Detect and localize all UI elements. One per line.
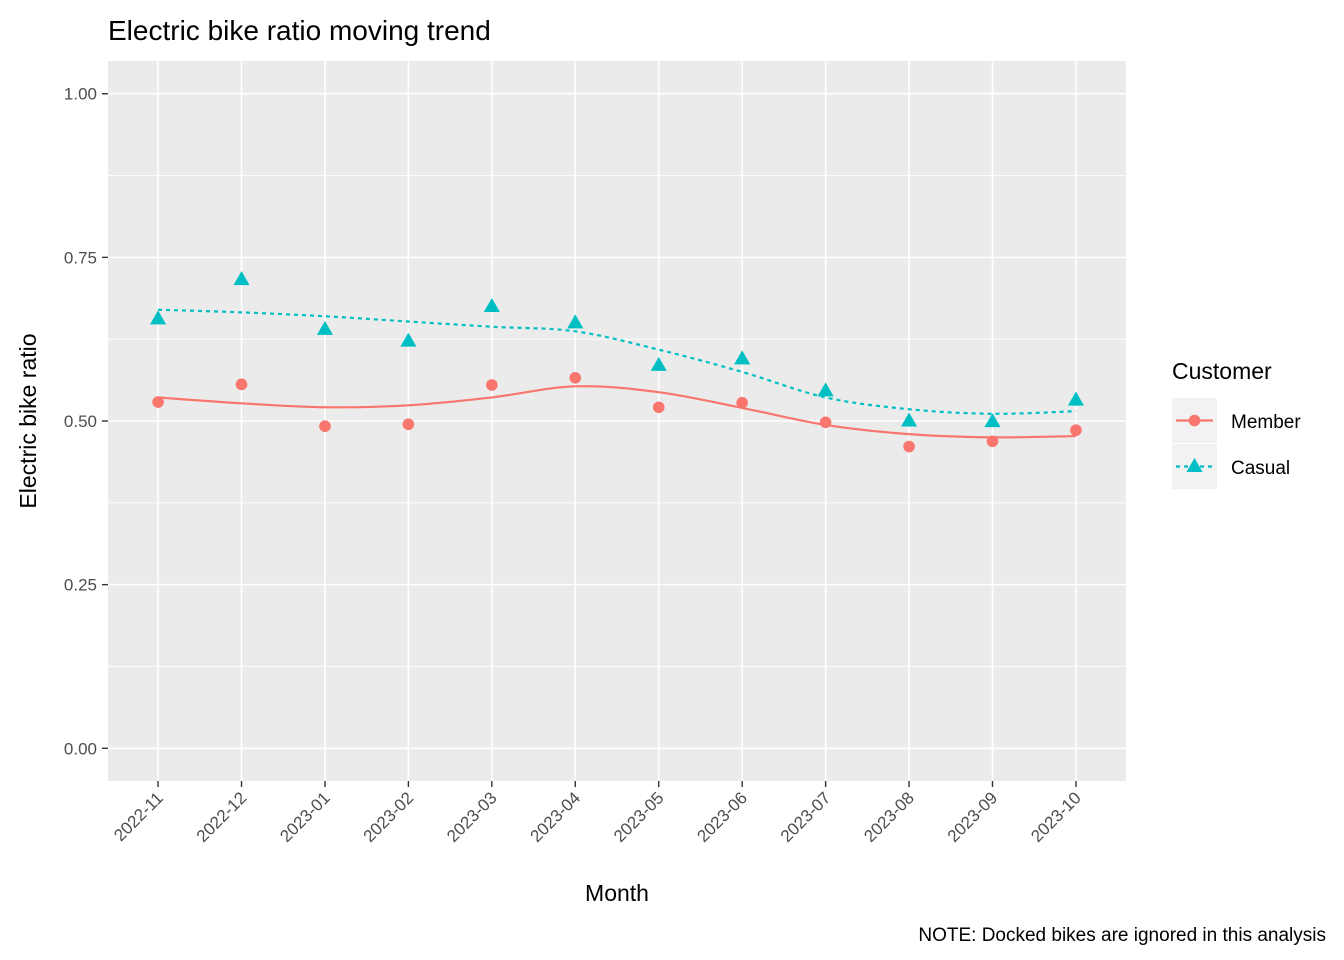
point-casual — [400, 332, 417, 347]
x-tick-label: 2023-10 — [1027, 788, 1085, 846]
point-member — [986, 435, 999, 448]
point-member — [736, 396, 748, 409]
x-tick-label: 2023-06 — [693, 788, 751, 846]
point-casual — [149, 310, 167, 325]
legend-marker-member — [1188, 414, 1201, 427]
point-casual — [984, 413, 1001, 428]
x-tick-label: 2023-09 — [944, 788, 1002, 846]
point-casual — [233, 271, 250, 286]
legend-title: Customer — [1172, 358, 1272, 384]
point-casual — [900, 412, 918, 427]
y-tick-label: 0.25 — [64, 576, 97, 595]
point-casual — [1067, 391, 1085, 406]
y-tick-label: 0.50 — [64, 412, 97, 431]
point-member — [652, 401, 665, 414]
point-member — [319, 420, 331, 433]
y-tick-label: 0.00 — [64, 739, 97, 758]
x-tick-label: 2023-05 — [610, 788, 668, 846]
legend-marker-casual — [1186, 458, 1203, 473]
x-tick-label: 2023-02 — [360, 788, 418, 846]
caption: NOTE: Docked bikes are ignored in this a… — [918, 925, 1326, 946]
point-member — [903, 440, 915, 453]
legend-label-casual: Casual — [1231, 458, 1290, 479]
point-casual — [316, 320, 334, 335]
x-tick-label: 2023-01 — [276, 788, 334, 846]
point-casual — [817, 382, 834, 397]
x-axis-title: Month — [585, 880, 649, 906]
point-member — [569, 372, 582, 384]
point-member — [486, 379, 498, 391]
point-member — [152, 396, 164, 408]
x-tick-label: 2022-12 — [193, 788, 251, 846]
trend-line-member — [157, 385, 1076, 439]
y-tick-label: 0.75 — [64, 248, 97, 267]
grid-major — [108, 61, 1126, 781]
point-member — [235, 378, 248, 391]
point-member — [819, 416, 832, 429]
point-member — [402, 418, 415, 431]
legend-keys — [1176, 414, 1213, 473]
trend-lines — [157, 308, 1076, 439]
legend: Customer Member Casual — [1172, 358, 1301, 489]
point-casual — [483, 297, 500, 312]
grid-minor — [108, 175, 1126, 667]
x-tick-label: 2022-11 — [110, 788, 167, 845]
x-tick-label: 2023-04 — [527, 788, 585, 846]
legend-label-member: Member — [1231, 412, 1301, 433]
point-casual — [650, 356, 667, 371]
y-axis: 0.00 0.25 0.50 0.75 1.00 — [64, 85, 108, 758]
x-axis: 2022-11 2022-12 2023-01 2023-02 2023-03 2023-… — [110, 781, 1085, 846]
y-tick-label: 1.00 — [64, 85, 97, 104]
x-tick-label: 2023-07 — [777, 788, 835, 846]
x-tick-label: 2023-08 — [860, 788, 918, 846]
trend-line-casual — [158, 308, 1076, 415]
data-points — [149, 271, 1085, 453]
point-casual — [734, 350, 751, 365]
y-axis-title: Electric bike ratio — [15, 333, 41, 508]
chart-title: Electric bike ratio moving trend — [108, 15, 491, 46]
x-tick-label: 2023-03 — [443, 788, 501, 846]
point-casual — [567, 314, 584, 329]
point-member — [1070, 424, 1082, 436]
